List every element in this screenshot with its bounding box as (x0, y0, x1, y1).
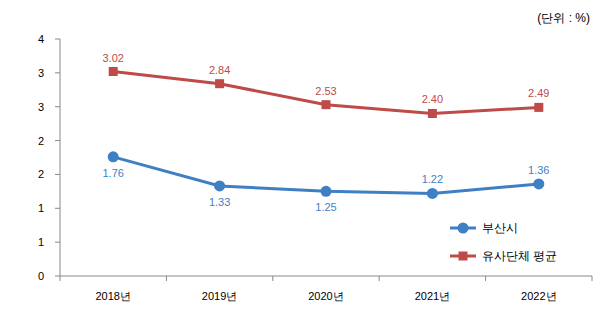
data-label: 2.53 (315, 85, 336, 97)
y-tick-label: 1 (38, 202, 44, 214)
x-tick-label: 2022년 (521, 290, 556, 302)
y-axis (60, 39, 61, 276)
marker (321, 186, 332, 197)
x-tick-label: 2018년 (95, 290, 130, 302)
y-tick (55, 39, 60, 40)
legend: 부산시유사단체 평균 (450, 221, 557, 263)
data-label: 1.22 (422, 173, 443, 185)
x-tick-label: 2020년 (308, 290, 343, 302)
y-tick (55, 140, 60, 141)
y-tick-label: 2 (38, 168, 44, 180)
plot-area (108, 67, 545, 199)
data-labels: 1.76 1.33 1.25 1.22 1.36 3.02 2.84 2.53 2.40 2.49 (102, 52, 549, 214)
unit-label: (단위 : %) (537, 11, 590, 25)
y-tick (55, 276, 60, 277)
legend-label: 유사단체 평균 (482, 249, 557, 263)
x-tick (272, 276, 273, 281)
y-tick-label: 1 (38, 236, 44, 248)
data-label: 1.76 (102, 167, 123, 179)
legend-label: 부산시 (482, 221, 518, 235)
marker (458, 223, 469, 234)
data-label: 2.49 (528, 87, 549, 99)
chart: (단위 : %) 0 1 1 2 2 3 3 4 2018년 2019년 2020년 2021년 2022… (0, 0, 609, 317)
y-tick (55, 174, 60, 175)
data-label: 2.40 (422, 93, 443, 105)
x-tick-label: 2019년 (202, 290, 237, 302)
marker (109, 67, 118, 76)
x-tick (60, 276, 61, 281)
y-tick-label: 3 (38, 67, 44, 79)
marker (214, 180, 225, 191)
data-label: 2.84 (209, 64, 230, 76)
y-tick (55, 72, 60, 73)
y-tick (55, 208, 60, 209)
series-line (113, 72, 539, 114)
marker (108, 151, 119, 162)
y-tick-label: 2 (38, 135, 44, 147)
x-tick (379, 276, 380, 281)
data-label: 3.02 (102, 52, 123, 64)
y-tick (55, 242, 60, 243)
x-axis (60, 276, 592, 277)
x-tick (166, 276, 167, 281)
x-tick (592, 276, 593, 281)
y-tick-label: 4 (38, 33, 44, 45)
y-tick-label: 0 (38, 270, 44, 282)
marker (322, 100, 331, 109)
data-label: 1.25 (315, 201, 336, 213)
marker (427, 188, 438, 199)
data-label: 1.33 (209, 196, 230, 208)
marker (533, 178, 544, 189)
x-tick-label: 2021년 (415, 290, 450, 302)
marker (428, 109, 437, 118)
data-label: 1.36 (528, 164, 549, 176)
marker (459, 252, 468, 261)
marker (215, 79, 224, 88)
marker (534, 103, 543, 112)
y-tick-label: 3 (38, 101, 44, 113)
x-tick (485, 276, 486, 281)
y-tick (55, 106, 60, 107)
